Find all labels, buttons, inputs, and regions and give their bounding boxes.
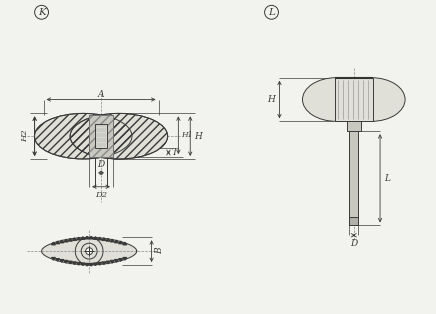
- Polygon shape: [115, 260, 119, 262]
- Polygon shape: [93, 263, 97, 266]
- Polygon shape: [64, 239, 68, 242]
- Polygon shape: [123, 242, 127, 245]
- Polygon shape: [72, 238, 76, 241]
- Text: D: D: [97, 160, 105, 169]
- Polygon shape: [68, 239, 72, 241]
- Polygon shape: [81, 263, 85, 266]
- Polygon shape: [102, 238, 106, 241]
- Polygon shape: [119, 241, 123, 244]
- Bar: [89, 115, 113, 157]
- Polygon shape: [89, 263, 93, 266]
- Ellipse shape: [338, 78, 405, 121]
- Bar: [95, 124, 107, 148]
- Polygon shape: [77, 237, 81, 240]
- Polygon shape: [81, 237, 85, 239]
- Circle shape: [86, 248, 92, 255]
- Text: H: H: [194, 132, 202, 141]
- Polygon shape: [89, 236, 93, 239]
- Text: L: L: [268, 8, 275, 17]
- Polygon shape: [56, 241, 60, 244]
- Text: A: A: [98, 90, 104, 99]
- Polygon shape: [106, 239, 110, 241]
- Text: D2: D2: [95, 191, 107, 199]
- Bar: [335, 78, 373, 121]
- Polygon shape: [51, 242, 55, 245]
- Text: H2: H2: [20, 130, 29, 143]
- Text: D: D: [350, 239, 358, 248]
- Text: L: L: [384, 174, 390, 183]
- Polygon shape: [106, 261, 110, 264]
- Polygon shape: [60, 240, 64, 243]
- Bar: [349, 131, 358, 225]
- Polygon shape: [64, 261, 68, 263]
- Text: B: B: [156, 248, 164, 254]
- Bar: [349, 218, 358, 225]
- Polygon shape: [41, 237, 137, 265]
- Polygon shape: [98, 237, 102, 240]
- Polygon shape: [110, 239, 114, 242]
- Bar: [347, 121, 361, 131]
- Polygon shape: [115, 240, 119, 243]
- Text: H1: H1: [181, 131, 193, 139]
- Text: T: T: [171, 148, 177, 157]
- Ellipse shape: [70, 113, 168, 159]
- Polygon shape: [77, 263, 81, 265]
- Polygon shape: [56, 259, 60, 261]
- Polygon shape: [60, 260, 64, 262]
- Polygon shape: [72, 262, 76, 264]
- Polygon shape: [98, 263, 102, 265]
- Polygon shape: [93, 237, 97, 239]
- Polygon shape: [119, 259, 123, 261]
- Polygon shape: [85, 263, 89, 266]
- Text: H: H: [268, 95, 276, 104]
- Ellipse shape: [303, 78, 369, 121]
- Polygon shape: [51, 257, 55, 260]
- Polygon shape: [123, 257, 127, 260]
- Polygon shape: [110, 261, 114, 263]
- Polygon shape: [102, 262, 106, 264]
- Polygon shape: [68, 261, 72, 264]
- Text: K: K: [37, 8, 45, 17]
- Ellipse shape: [34, 113, 132, 159]
- Bar: [89, 115, 113, 157]
- Polygon shape: [85, 236, 89, 239]
